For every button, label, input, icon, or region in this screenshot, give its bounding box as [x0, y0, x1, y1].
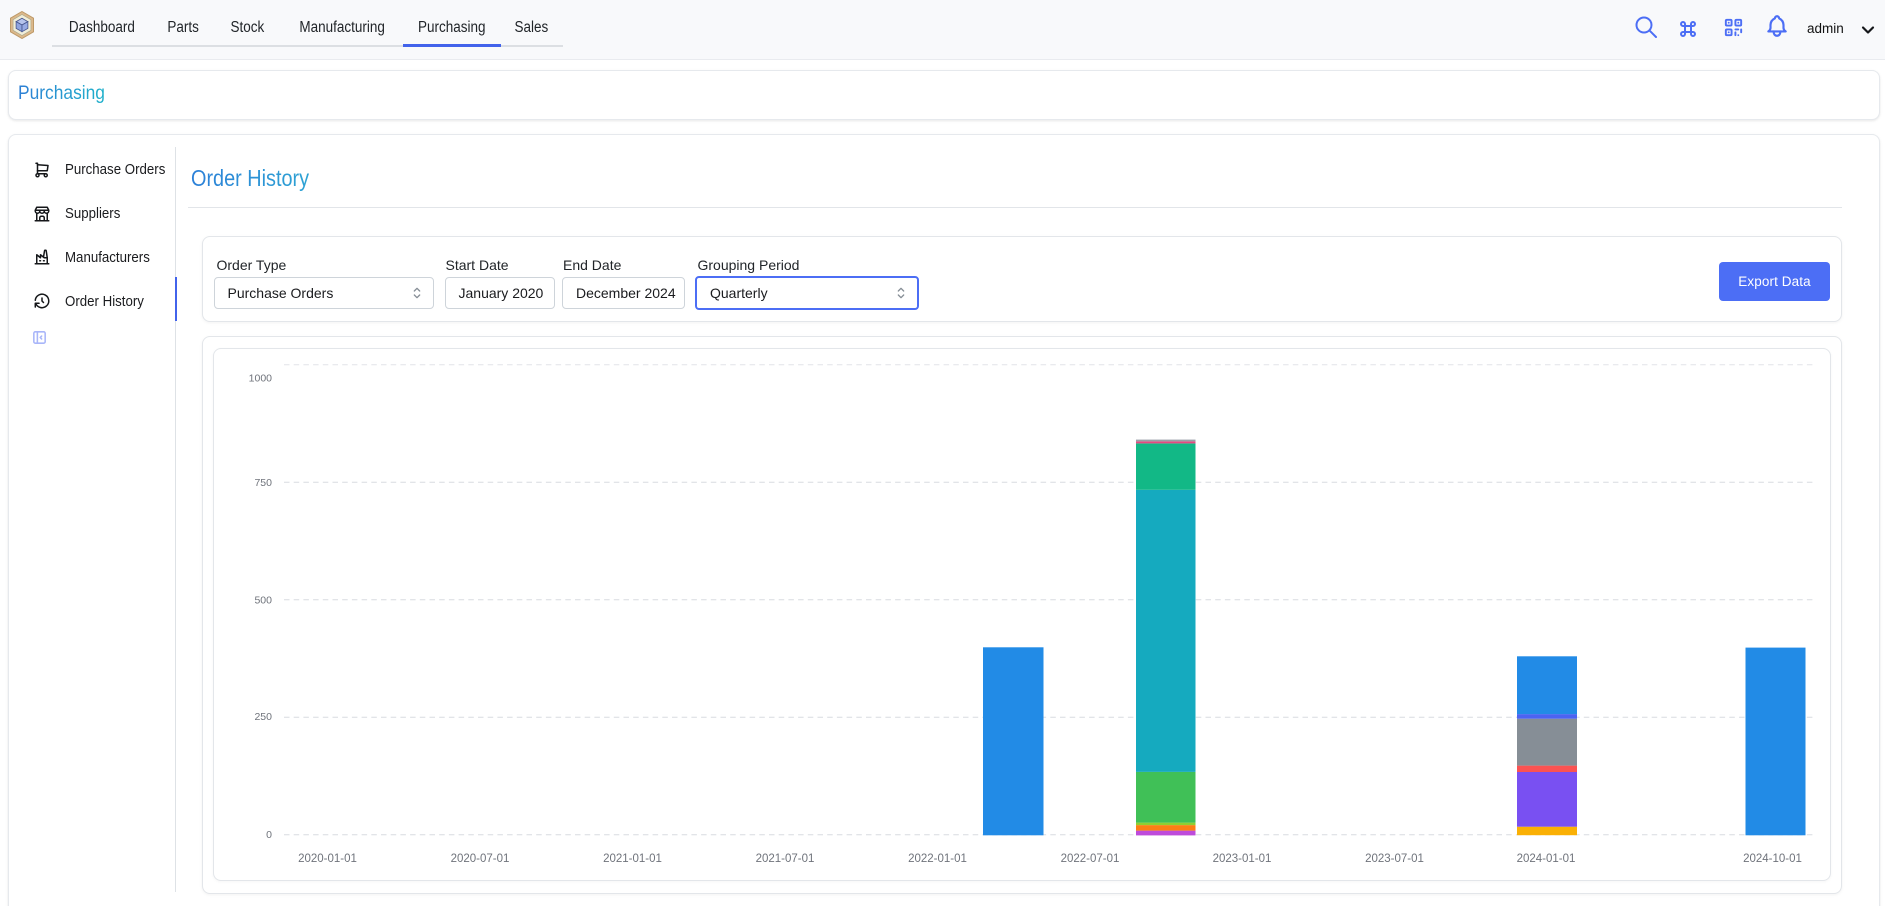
svg-text:2023-07-01: 2023-07-01 [1365, 853, 1424, 865]
svg-text:2021-01-01: 2021-01-01 [603, 853, 662, 865]
svg-text:0: 0 [266, 829, 272, 841]
svg-text:2024-01-01: 2024-01-01 [1517, 853, 1576, 865]
svg-text:2020-07-01: 2020-07-01 [451, 853, 510, 865]
svg-text:500: 500 [254, 595, 272, 607]
svg-text:2022-01-01: 2022-01-01 [908, 853, 967, 865]
svg-text:750: 750 [254, 477, 272, 489]
svg-text:1000: 1000 [249, 373, 273, 385]
svg-text:250: 250 [254, 711, 272, 723]
svg-text:2022-07-01: 2022-07-01 [1061, 853, 1120, 865]
svg-text:2020-01-01: 2020-01-01 [298, 853, 357, 865]
svg-text:2023-01-01: 2023-01-01 [1213, 853, 1272, 865]
svg-text:2024-10-01: 2024-10-01 [1743, 853, 1802, 865]
svg-text:2021-07-01: 2021-07-01 [756, 853, 815, 865]
